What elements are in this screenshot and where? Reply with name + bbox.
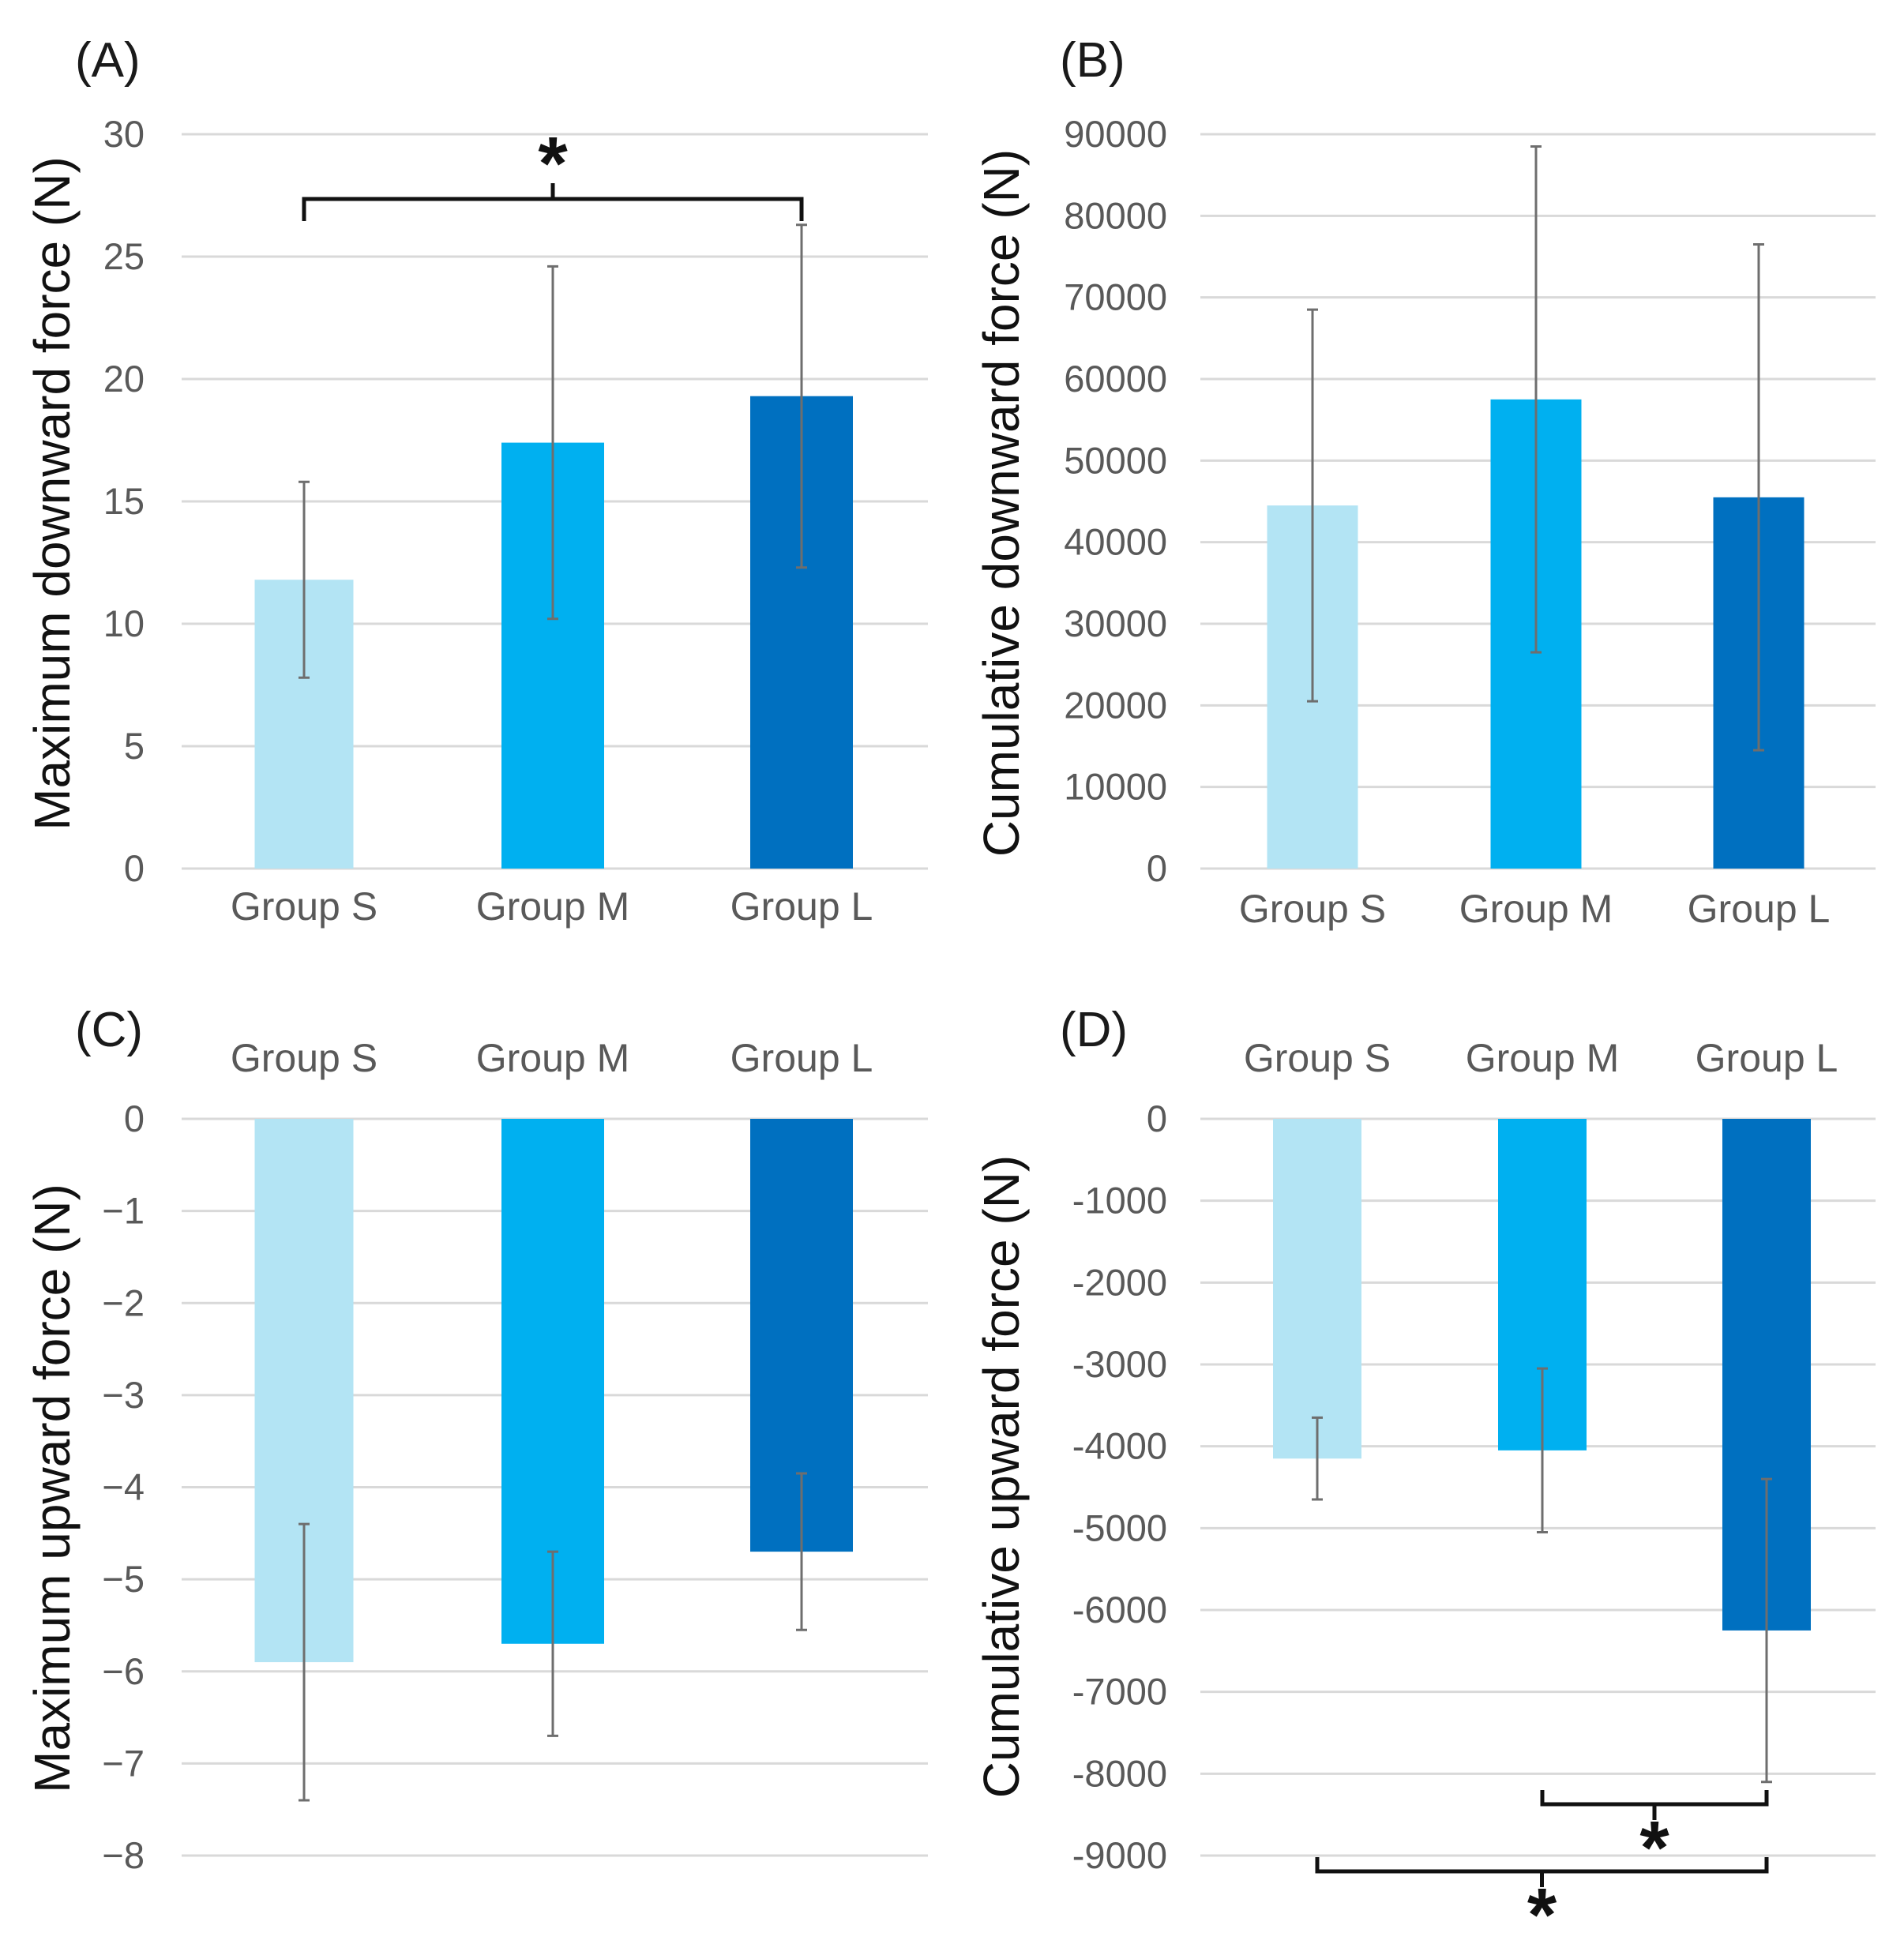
panel-c-category-label: Group M [476,1036,630,1080]
panel-d-y-tick-label: -2000 [1072,1261,1167,1303]
panel-b-y-tick-label: 40000 [1064,521,1167,563]
panel-d-y-ticks: 0 -1000 -2000 -3000 -4000 -5000 -6000 -7000 -800… [1072,1098,1167,1876]
panel-d-y-tick-label: 0 [1147,1098,1167,1139]
panel-b-y-axis-title: Cumulative downward force (N) [973,149,1030,857]
panel-d-y-axis-title: Cumulative upward force (N) [973,1155,1030,1799]
panel-d-y-tick-label: -5000 [1072,1507,1167,1548]
panel-d-y-tick-label: -1000 [1072,1180,1167,1222]
panel-b-y-tick-label: 60000 [1064,358,1167,400]
panel-a-label: (A) [75,33,141,88]
panel-a-y-tick-label: 30 [103,113,145,155]
panel-d-significance-bracket [1315,1857,1769,1887]
panel-c-y-ticks: 0 −1 −2 −3 −4 −5 −6 −7 −8 [102,1098,145,1876]
panel-c-error-bar-group-s [299,1522,310,1802]
panel-d-significance-star: * [1527,1873,1557,1957]
panel-d-y-tick-label: -7000 [1072,1671,1167,1713]
panel-d-significance-star: * [1639,1806,1669,1890]
panel-d-category-label: Group S [1244,1036,1391,1080]
panel-c-y-tick-label: −2 [102,1282,145,1323]
panel-d-error-bars [1312,1367,1772,1784]
panel-b-y-tick-label: 80000 [1064,194,1167,236]
panel-c-y-tick-label: −7 [102,1742,145,1784]
panel-b-error-bar-group-s [1307,308,1318,703]
panel-b-y-tick-label: 20000 [1064,684,1167,726]
panel-b-category-label: Group L [1688,887,1831,931]
panel-b-error-bars [1307,145,1764,752]
panel-b-y-tick-label: 70000 [1064,276,1167,318]
panel-b-y-tick-label: 50000 [1064,439,1167,481]
panel-b-y-ticks: 0 10000 20000 30000 40000 50000 60000 70000 8000… [1064,113,1167,889]
panel-c-label: (C) [75,1003,143,1057]
panel-d-significance: ** [1315,1790,1769,1957]
panel-d-y-tick-label: -4000 [1072,1425,1167,1467]
panel-a-y-axis-title: Maximum downward force (N) [24,156,81,831]
panel-d: (D) 0 -1000 -2000 -3000 -4000 -5000 -6000 -7000… [973,1003,1876,1957]
panel-a-error-bar-group-l [796,223,807,569]
panel-d-bars [1273,1119,1811,1631]
panel-d-bar-group-s [1273,1119,1361,1459]
panel-d-category-labels: Group S Group M Group L [1244,1036,1838,1080]
panel-a-y-tick-label: 20 [103,358,145,400]
panel-a-error-bars [299,223,807,679]
panel-b: (B) 0 10000 20000 30000 40000 50000 60000 70000… [973,33,1876,931]
panel-b-error-bar-group-l [1753,243,1764,752]
panel-b-category-label: Group M [1459,887,1613,931]
panel-c-error-bar-group-l [796,1472,807,1631]
panel-c-y-tick-label: −6 [102,1650,145,1692]
panel-a-y-tick-label: 25 [103,235,145,277]
panel-a-y-tick-label: 15 [103,480,145,522]
panel-a-y-tick-label: 0 [124,847,145,889]
panel-a-category-label: Group L [730,884,873,929]
panel-a-error-bar-group-m [547,265,558,621]
panel-a-category-label: Group S [231,884,377,929]
panel-b-y-tick-label: 0 [1147,847,1167,889]
panel-a-category-labels: Group S Group M Group L [231,884,873,929]
panel-c-y-tick-label: −3 [102,1374,145,1416]
panel-a-significance: * [302,122,804,221]
panel-c-y-tick-label: −5 [102,1558,145,1600]
panel-d-error-bar-group-l [1761,1477,1772,1784]
panel-d-significance-bracket [1540,1790,1769,1820]
panel-d-category-label: Group L [1696,1036,1838,1080]
panel-d-category-label: Group M [1466,1036,1620,1080]
panel-c: (C) 0−1−2−3−4−5−6−7−8 Group S Group M Grou… [24,1003,928,1876]
panel-b-y-tick-label: 90000 [1064,113,1167,155]
panel-a-y-tick-label: 5 [124,725,145,767]
panel-c-error-bars [299,1472,807,1802]
panel-c-y-tick-label: −4 [102,1466,145,1508]
panel-d-y-tick-label: -9000 [1072,1834,1167,1876]
panel-d-y-tick-label: -6000 [1072,1589,1167,1631]
panel-a-significance-star: * [538,122,568,206]
panel-d-y-tick-label: -8000 [1072,1752,1167,1794]
panel-d-label: (D) [1060,1003,1128,1057]
panel-c-error-bar-group-m [547,1550,558,1737]
panel-b-y-tick-label: 30000 [1064,602,1167,644]
panel-c-category-label: Group L [730,1036,873,1080]
panel-b-label: (B) [1060,33,1125,88]
panel-a: (A) 0 5 10 15 20 25 30 Group S Group M Group L *… [24,33,928,929]
panel-c-y-tick-label: −8 [102,1834,145,1876]
panel-a-y-ticks: 0 5 10 15 20 25 30 [103,113,145,889]
panel-b-category-labels: Group S Group M Group L [1239,887,1830,931]
panel-c-category-labels: Group S Group M Group L [231,1036,873,1080]
panel-c-category-label: Group S [231,1036,377,1080]
panel-b-error-bar-group-m [1530,145,1542,654]
panel-d-y-tick-label: -3000 [1072,1343,1167,1385]
panel-c-y-tick-label: 0 [124,1098,145,1139]
panel-b-category-label: Group S [1239,887,1386,931]
panel-d-error-bar-group-m [1537,1367,1548,1534]
panel-a-significance-bracket [302,183,804,221]
panel-b-y-tick-label: 10000 [1064,766,1167,808]
panel-a-y-tick-label: 10 [103,602,145,644]
panel-a-error-bar-group-s [299,480,310,679]
panel-d-error-bar-group-s [1312,1416,1323,1501]
panel-c-y-axis-title: Maximum upward force (N) [24,1184,81,1793]
panel-c-y-tick-label: −1 [102,1190,145,1232]
panel-a-category-label: Group M [476,884,630,929]
